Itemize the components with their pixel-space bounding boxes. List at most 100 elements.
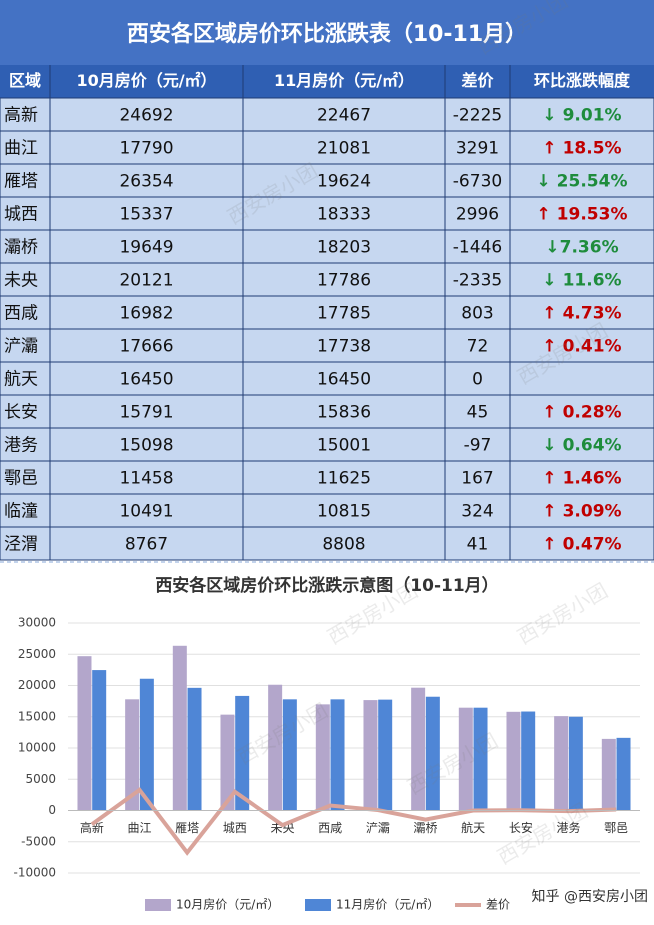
row-bg <box>0 97 654 132</box>
table-cell: ↓7.36% <box>545 238 618 258</box>
y-tick-label: 0 <box>48 803 56 817</box>
table-cell: ↓ 0.64% <box>542 436 621 456</box>
table-cell: 高新 <box>4 106 38 126</box>
bar <box>378 699 393 811</box>
table-cell: 324 <box>461 502 493 522</box>
bar <box>220 714 235 811</box>
x-tick-label: 鄠邑 <box>604 821 628 835</box>
table-cell: 临潼 <box>4 502 38 522</box>
table-cell: 26354 <box>119 172 173 192</box>
row-bg <box>0 262 654 297</box>
table-cell: ↑ 3.09% <box>542 502 621 522</box>
table-cell: 灞桥 <box>4 238 38 258</box>
header-cell: 区域 <box>9 71 41 90</box>
legend-swatch <box>305 899 331 911</box>
x-tick-label: 曲江 <box>127 821 151 835</box>
header-cell: 11月房价（元/㎡） <box>274 71 414 90</box>
bar <box>363 700 378 811</box>
row-bg <box>0 163 654 198</box>
table-title: 西安各区域房价环比涨跌表（10-11月） <box>127 21 527 47</box>
bar <box>315 704 330 811</box>
table-cell: 19649 <box>119 238 173 258</box>
table-cell: 15791 <box>119 403 173 423</box>
y-tick-label: -5000 <box>21 834 56 848</box>
table-cell: 41 <box>467 535 489 555</box>
bar <box>506 711 521 811</box>
table-cell: 17785 <box>317 304 371 324</box>
table-cell: 45 <box>467 403 489 423</box>
bar <box>616 737 631 811</box>
bar <box>425 696 440 811</box>
bar <box>458 707 473 811</box>
bar <box>282 699 297 811</box>
bar <box>330 699 345 811</box>
table-cell: 10815 <box>317 502 371 522</box>
legend-label: 11月房价（元/㎡） <box>336 897 439 912</box>
table-cell: ↓ 11.6% <box>542 271 621 291</box>
row-bg <box>0 328 654 363</box>
bar <box>172 645 187 811</box>
header-cell: 10月房价（元/㎡） <box>76 71 216 90</box>
bar <box>601 738 616 811</box>
row-bg <box>0 460 654 495</box>
credit: 知乎 @西安房小团 <box>532 888 648 905</box>
y-tick-label: 15000 <box>18 709 56 723</box>
x-tick-label: 灞桥 <box>413 821 437 835</box>
row-bg <box>0 130 654 165</box>
legend-label: 10月房价（元/㎡） <box>176 897 279 912</box>
row-bg <box>0 526 654 561</box>
row-bg <box>0 493 654 528</box>
table-cell: 鄠邑 <box>4 469 38 489</box>
table-cell: -97 <box>464 436 492 456</box>
table-cell: 17786 <box>317 271 371 291</box>
row-bg <box>0 394 654 429</box>
table-cell: -6730 <box>453 172 502 192</box>
x-tick-label: 长安 <box>509 820 533 835</box>
table-cell: 15098 <box>119 436 173 456</box>
bar <box>139 678 154 811</box>
table-cell: 11625 <box>317 469 371 489</box>
header-row <box>0 65 654 98</box>
x-tick-label: 城西 <box>223 821 247 835</box>
x-tick-label: 雁塔 <box>175 821 199 835</box>
x-tick-label: 西咸 <box>318 821 342 835</box>
bar <box>235 695 250 811</box>
y-tick-label: -10000 <box>13 866 56 880</box>
table-cell: 167 <box>461 469 493 489</box>
table-cell: 15337 <box>119 205 173 225</box>
chart-title: 西安各区域房价环比涨跌示意图（10-11月） <box>155 575 498 596</box>
bar <box>411 687 426 811</box>
table-cell: ↑ 0.41% <box>542 337 621 357</box>
header-cell: 环比涨跌幅度 <box>534 71 631 90</box>
x-tick-label: 高新 <box>80 820 104 835</box>
x-tick-label: 浐灞 <box>366 821 390 835</box>
table-cell: 11458 <box>119 469 173 489</box>
table-cell: 16982 <box>119 304 173 324</box>
table-cell: 21081 <box>317 139 371 159</box>
table-cell: ↑ 19.53% <box>537 205 628 225</box>
y-tick-label: 30000 <box>18 616 56 630</box>
bar <box>521 711 536 811</box>
table-cell: 0 <box>472 370 483 390</box>
table-cell: 803 <box>461 304 493 324</box>
table-cell: ↓ 9.01% <box>542 106 621 126</box>
table-cell: ↑ 0.47% <box>542 535 621 555</box>
table-cell: 城西 <box>4 205 38 225</box>
table-cell: 10491 <box>119 502 173 522</box>
bar <box>268 684 283 811</box>
table-cell: ↑ 0.28% <box>542 403 621 423</box>
table-cell: 19624 <box>317 172 371 192</box>
x-tick-label: 航天 <box>461 820 485 835</box>
table-cell: 20121 <box>119 271 173 291</box>
bar <box>77 656 92 811</box>
table-cell: 长安 <box>4 403 38 423</box>
row-bg <box>0 361 654 396</box>
table-cell: 8808 <box>322 535 365 555</box>
table-cell: 泾渭 <box>4 535 38 555</box>
table-cell: 曲江 <box>4 139 38 159</box>
row-bg <box>0 196 654 231</box>
table-cell: -2225 <box>453 106 502 126</box>
bar <box>473 707 488 811</box>
